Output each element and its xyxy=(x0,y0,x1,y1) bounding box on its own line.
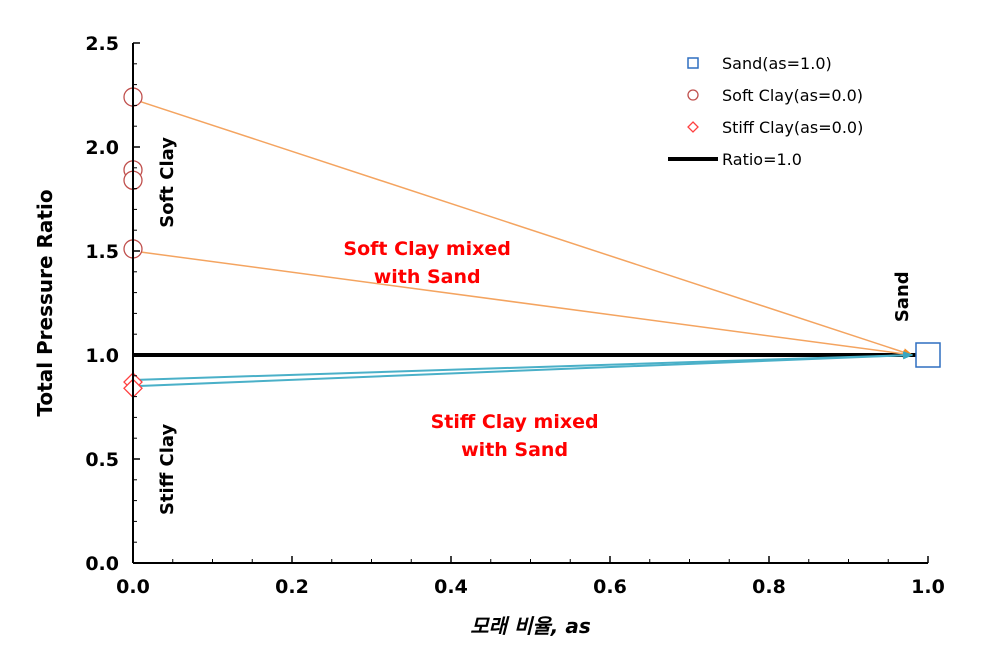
trend-arrow xyxy=(132,351,914,381)
annotation-label: Stiff Clay mixed with Sand xyxy=(431,411,599,461)
trend-arrow xyxy=(132,98,914,356)
trend-arrow xyxy=(132,351,914,388)
axes: 0.0 0.2 0.4 0.6 0.8 1.0 0.0 0.5 1.0 1.5 2.0 2.5 모래 비… xyxy=(33,33,945,638)
y-tick-label: 1.5 xyxy=(85,241,119,263)
legend: Sand(as=1.0) Soft Clay(as=0.0) Stiff Clay(… xyxy=(668,54,863,169)
annotation-line: Soft Clay mixed xyxy=(343,238,510,260)
square-data-point xyxy=(915,342,941,368)
annotation-line: with Sand xyxy=(374,266,481,288)
legend-label: Soft Clay(as=0.0) xyxy=(722,86,863,105)
annotation-label: Sand xyxy=(892,271,913,322)
x-axis-title: 모래 비율, as xyxy=(470,614,591,638)
x-tick-label: 0.8 xyxy=(752,576,786,598)
y-tick-label: 2.5 xyxy=(85,33,119,55)
annotation-line: Stiff Clay mixed xyxy=(431,411,599,433)
y-tick-label: 2.0 xyxy=(85,137,119,159)
trend-arrow xyxy=(132,250,914,358)
x-tick-label: 0.0 xyxy=(116,576,150,598)
annotation-line: with Sand xyxy=(461,439,568,461)
legend-label: Stiff Clay(as=0.0) xyxy=(722,118,863,137)
legend-circle-swatch xyxy=(687,89,699,101)
y-tick-label: 0.5 xyxy=(85,449,119,471)
legend-square-swatch xyxy=(687,57,699,69)
x-tick-label: 0.4 xyxy=(434,576,468,598)
legend-label: Ratio=1.0 xyxy=(722,150,802,169)
x-tick-label: 0.2 xyxy=(275,576,309,598)
legend-diamond-swatch xyxy=(687,121,699,133)
legend-label: Sand(as=1.0) xyxy=(722,54,832,73)
annotation-label: Soft Clay mixed with Sand xyxy=(343,238,510,288)
annotation-label: Soft Clay xyxy=(157,137,178,228)
x-tick-label: 0.6 xyxy=(593,576,627,598)
annotation-label: Stiff Clay xyxy=(157,423,178,515)
y-tick-label: 0.0 xyxy=(85,553,119,575)
x-tick-label: 1.0 xyxy=(911,576,945,598)
plot-area: Soft Clay Stiff Clay Sand Soft Clay mixed wi… xyxy=(123,87,941,515)
y-axis-title: Total Pressure Ratio xyxy=(33,189,57,416)
y-tick-label: 1.0 xyxy=(85,345,119,367)
